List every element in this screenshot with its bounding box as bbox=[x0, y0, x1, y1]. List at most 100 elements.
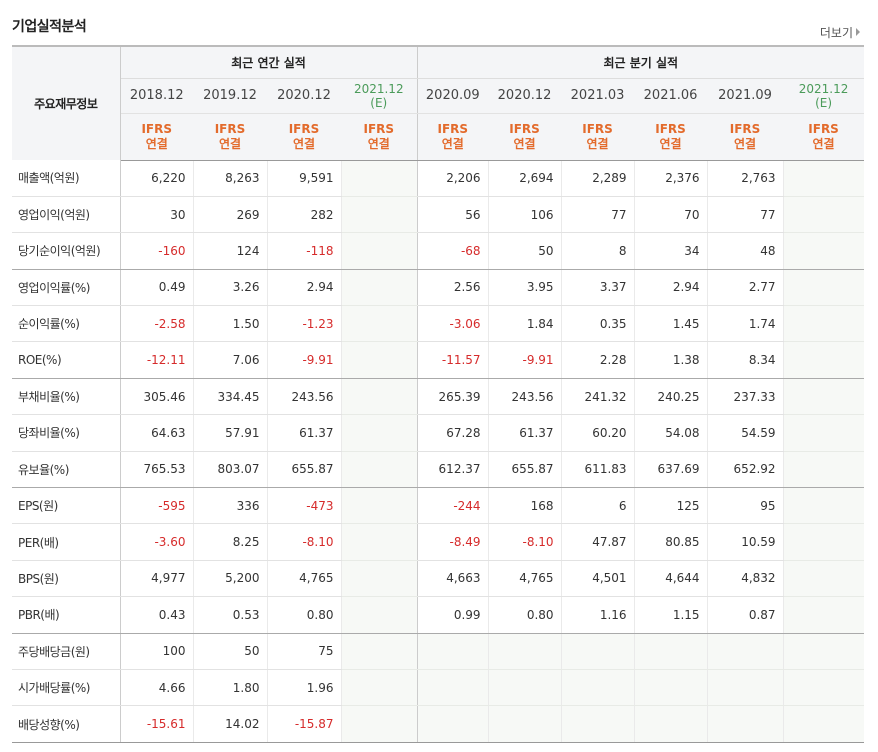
row-label: 유보율(%) bbox=[12, 451, 121, 489]
annual-value: 0.53 bbox=[193, 596, 268, 634]
row-label: BPS(원) bbox=[12, 560, 121, 598]
quarter-value: -11.57 bbox=[417, 341, 489, 379]
more-label: 더보기 bbox=[819, 26, 853, 40]
quarter-value: 0.99 bbox=[417, 596, 489, 634]
quarter-value: 652.92 bbox=[707, 451, 784, 489]
ifrs-consolidated-label: IFRS 연결 bbox=[707, 113, 784, 161]
annual-value: 334.45 bbox=[193, 378, 268, 416]
table-row: 부채비율(%) 305.46 334.45 243.56 265.39 243.56 241… bbox=[12, 378, 865, 416]
ifrs-consolidated-label: IFRS 연결 bbox=[417, 113, 489, 161]
quarter-value: 243.56 bbox=[488, 378, 562, 416]
ifrs-text: IFRS bbox=[509, 121, 540, 136]
annual-period-2: 2020.12 bbox=[267, 78, 341, 114]
row-label: 배당성향(%) bbox=[12, 705, 121, 743]
quarter-value: 2.56 bbox=[417, 269, 489, 307]
annual-value: 100 bbox=[120, 633, 194, 670]
quarter-value: 34 bbox=[634, 232, 708, 270]
quarter-value: -9.91 bbox=[488, 341, 562, 379]
table-row: 순이익률(%) -2.58 1.50 -1.23 -3.06 1.84 0.35 1.45 1.… bbox=[12, 305, 865, 343]
main-info-header: 주요재무정보 bbox=[12, 45, 121, 160]
row-label: PER(배) bbox=[12, 523, 121, 561]
quarter-estimate-cell bbox=[783, 633, 865, 670]
quarter-estimate-cell bbox=[783, 451, 865, 489]
annual-value: 9,591 bbox=[267, 160, 342, 197]
annual-value: -1.23 bbox=[267, 305, 342, 343]
ifrs-consolidated-label: IFRS 연결 bbox=[783, 113, 865, 161]
annual-value: 57.91 bbox=[193, 414, 268, 452]
ifrs-text: IFRS bbox=[655, 121, 686, 136]
more-link[interactable]: 더보기 bbox=[820, 24, 860, 41]
ifrs-text: IFRS bbox=[214, 121, 246, 136]
annual-estimate-cell bbox=[341, 669, 418, 707]
table-row: PBR(배) 0.43 0.53 0.80 0.99 0.80 1.16 1.15 0.87 bbox=[12, 596, 865, 634]
annual-estimate-cell bbox=[341, 560, 418, 598]
quarter-value bbox=[707, 705, 784, 743]
annual-value: 1.50 bbox=[193, 305, 268, 343]
quarter-value: 106 bbox=[488, 196, 562, 234]
consolidated-text: 연결 bbox=[812, 136, 835, 151]
row-label: 순이익률(%) bbox=[12, 305, 121, 343]
annual-estimate-cell bbox=[341, 160, 418, 197]
quarter-value: 50 bbox=[488, 232, 562, 270]
row-label: 당좌비율(%) bbox=[12, 414, 121, 452]
annual-value: 1.96 bbox=[267, 669, 342, 707]
quarter-value: -244 bbox=[417, 487, 489, 525]
ifrs-text: IFRS bbox=[363, 121, 395, 136]
ifrs-text: IFRS bbox=[288, 121, 320, 136]
quarter-value bbox=[488, 669, 562, 707]
consolidated-text: 연결 bbox=[586, 136, 609, 151]
annual-value: 7.06 bbox=[193, 341, 268, 379]
quarter-period-1: 2020.12 bbox=[488, 78, 562, 114]
quarter-estimate-cell bbox=[783, 269, 865, 307]
annual-value: 8,263 bbox=[193, 160, 268, 197]
quarter-value: 4,663 bbox=[417, 560, 489, 598]
quarter-value bbox=[634, 669, 708, 707]
table-row: 영업이익률(%) 0.49 3.26 2.94 2.56 3.95 3.37 2.94 2.77 bbox=[12, 269, 865, 307]
quarter-value: 2.77 bbox=[707, 269, 784, 307]
annual-value: 803.07 bbox=[193, 451, 268, 489]
quarter-value: 240.25 bbox=[634, 378, 708, 416]
quarter-value: 2,376 bbox=[634, 160, 708, 197]
quarter-value: 54.59 bbox=[707, 414, 784, 452]
annual-value: 4.66 bbox=[120, 669, 194, 707]
annual-estimate-cell bbox=[341, 305, 418, 343]
quarter-value bbox=[561, 633, 635, 670]
quarter-estimate-cell bbox=[783, 341, 865, 379]
quarter-value: 8 bbox=[561, 232, 635, 270]
quarter-value: 10.59 bbox=[707, 523, 784, 561]
table-row: EPS(원) -595 336 -473 -244 168 6 125 95 bbox=[12, 487, 865, 525]
row-label: 주당배당금(원) bbox=[12, 633, 121, 670]
annual-value: 655.87 bbox=[267, 451, 342, 489]
quarter-value: 2.94 bbox=[634, 269, 708, 307]
annual-value: 269 bbox=[193, 196, 268, 234]
table-row: 주당배당금(원) 100 50 75 bbox=[12, 633, 865, 670]
table-row: 시가배당률(%) 4.66 1.80 1.96 bbox=[12, 669, 865, 707]
quarter-estimate-cell bbox=[783, 196, 865, 234]
quarter-value: 1.45 bbox=[634, 305, 708, 343]
consolidated-text: 연결 bbox=[218, 136, 242, 151]
quarter-value: 1.84 bbox=[488, 305, 562, 343]
quarter-value: 611.83 bbox=[561, 451, 635, 489]
quarter-value: 237.33 bbox=[707, 378, 784, 416]
quarter-value: 56 bbox=[417, 196, 489, 234]
annual-value: 243.56 bbox=[267, 378, 342, 416]
quarter-value: 54.08 bbox=[634, 414, 708, 452]
quarter-value: 4,644 bbox=[634, 560, 708, 598]
quarter-value: 0.87 bbox=[707, 596, 784, 634]
ifrs-text: IFRS bbox=[582, 121, 613, 136]
row-label: EPS(원) bbox=[12, 487, 121, 525]
quarter-value: 1.16 bbox=[561, 596, 635, 634]
quarter-value bbox=[707, 669, 784, 707]
consolidated-text: 연결 bbox=[441, 136, 464, 151]
quarter-value: 0.35 bbox=[561, 305, 635, 343]
annual-value: -9.91 bbox=[267, 341, 342, 379]
annual-estimate-cell bbox=[341, 596, 418, 634]
ifrs-text: IFRS bbox=[808, 121, 839, 136]
quarter-estimate-cell bbox=[783, 378, 865, 416]
quarter-value bbox=[417, 633, 489, 670]
chevron-right-icon bbox=[856, 28, 860, 36]
annual-estimate-cell bbox=[341, 523, 418, 561]
annual-header: 최근 연간 실적 bbox=[120, 45, 418, 79]
quarter-value: 47.87 bbox=[561, 523, 635, 561]
quarter-value bbox=[634, 705, 708, 743]
